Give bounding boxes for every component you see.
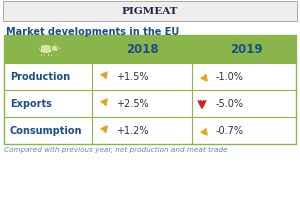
Text: +1.2%: +1.2% xyxy=(116,125,148,136)
Text: 2019: 2019 xyxy=(230,43,262,56)
FancyBboxPatch shape xyxy=(4,63,296,90)
Text: Exports: Exports xyxy=(10,98,52,109)
Text: Production: Production xyxy=(10,72,70,82)
Text: 2018: 2018 xyxy=(126,43,158,56)
Circle shape xyxy=(56,46,58,47)
Text: +2.5%: +2.5% xyxy=(116,98,148,109)
FancyBboxPatch shape xyxy=(50,53,52,56)
Text: PIGMEAT: PIGMEAT xyxy=(122,7,178,16)
Text: Compared with previous year, net production and meat trade: Compared with previous year, net product… xyxy=(4,147,228,153)
Text: -0.7%: -0.7% xyxy=(216,125,244,136)
FancyBboxPatch shape xyxy=(47,53,49,56)
Text: +1.5%: +1.5% xyxy=(116,72,148,82)
Ellipse shape xyxy=(58,47,61,49)
FancyBboxPatch shape xyxy=(40,53,42,56)
FancyBboxPatch shape xyxy=(4,117,296,144)
Text: Market developments in the EU: Market developments in the EU xyxy=(6,27,179,37)
Text: -1.0%: -1.0% xyxy=(216,72,244,82)
FancyBboxPatch shape xyxy=(4,90,296,117)
Ellipse shape xyxy=(51,45,60,52)
Text: -5.0%: -5.0% xyxy=(216,98,244,109)
Ellipse shape xyxy=(38,44,54,54)
Text: Consumption: Consumption xyxy=(10,125,83,136)
FancyBboxPatch shape xyxy=(3,1,297,21)
FancyBboxPatch shape xyxy=(43,53,45,56)
FancyBboxPatch shape xyxy=(4,35,296,63)
Polygon shape xyxy=(54,41,57,45)
